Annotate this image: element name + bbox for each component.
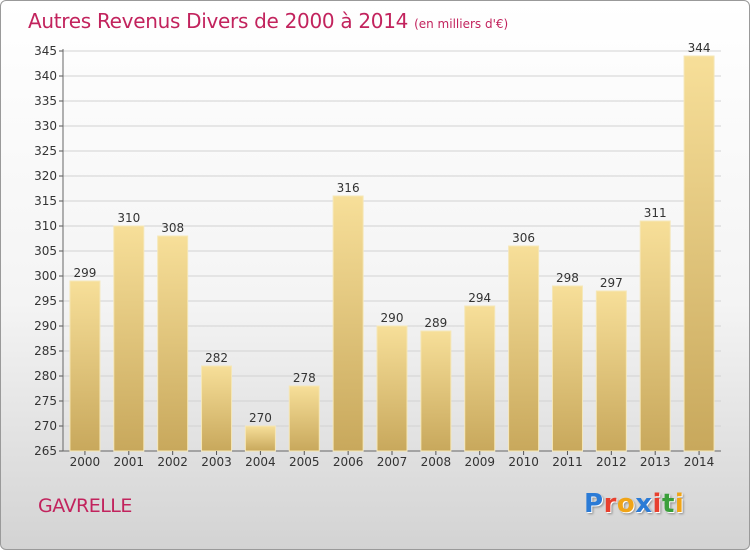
y-tick-label: 315 <box>34 194 57 208</box>
x-tick-label-2008: 2008 <box>421 455 452 469</box>
y-tick-label: 305 <box>34 244 57 258</box>
bar-2008 <box>420 330 452 452</box>
bar-2007 <box>376 325 408 452</box>
x-tick-label-2010: 2010 <box>508 455 539 469</box>
bar-2003 <box>201 365 233 452</box>
bar-2004 <box>244 425 276 452</box>
y-tick-label: 290 <box>34 319 57 333</box>
x-tick-label-2013: 2013 <box>640 455 671 469</box>
y-tick-label: 300 <box>34 269 57 283</box>
x-tick-labels: 2000 2001 2002 2003 2004 2005 2006 2007 2008 2009… <box>70 451 715 469</box>
bar-2000 <box>69 280 101 452</box>
data-labels: 299 310 308 282 270 278 316 290 289 294 306 298 297 3… <box>73 41 710 425</box>
x-tick-label-2002: 2002 <box>157 455 188 469</box>
y-tick-label: 295 <box>34 294 57 308</box>
data-label-2013: 311 <box>644 206 667 220</box>
y-tick-label: 285 <box>34 344 57 358</box>
data-label-2005: 278 <box>293 371 316 385</box>
proxiti-logo[interactable]: Proxiti <box>584 489 684 519</box>
bar-2009 <box>464 305 496 452</box>
data-label-2009: 294 <box>468 291 491 305</box>
place-name: GAVRELLE <box>38 495 132 517</box>
data-label-2006: 316 <box>337 181 360 195</box>
x-tick-label-2007: 2007 <box>377 455 408 469</box>
y-tick-labels: 265 270 275 280 285 290 295 300 305 310 315 320 325 3… <box>34 44 57 458</box>
x-tick-label-2006: 2006 <box>333 455 364 469</box>
x-tick-label-2000: 2000 <box>70 455 101 469</box>
y-tick-label: 330 <box>34 119 57 133</box>
chart-title: Autres Revenus Divers de 2000 à 2014 (en … <box>28 9 508 33</box>
y-tick-label: 340 <box>34 69 57 83</box>
x-tick-label-2004: 2004 <box>245 455 276 469</box>
bar-2010 <box>508 245 540 452</box>
y-tick-label: 275 <box>34 394 57 408</box>
y-tick-label: 335 <box>34 94 57 108</box>
bar-2006 <box>332 195 364 452</box>
x-tick-label-2009: 2009 <box>464 455 495 469</box>
bar-2005 <box>288 385 320 452</box>
y-tick-label: 320 <box>34 169 57 183</box>
chart-subtitle: (en milliers d'€) <box>414 17 509 31</box>
data-label-2000: 299 <box>73 266 96 280</box>
bars <box>69 55 715 452</box>
logo-letter: i <box>652 489 662 519</box>
y-tick-label: 265 <box>34 444 57 458</box>
data-label-2007: 290 <box>381 311 404 325</box>
bar-2013 <box>639 220 671 452</box>
data-label-2012: 297 <box>600 276 623 290</box>
chart-title-text: Autres Revenus Divers de 2000 à 2014 <box>28 9 409 33</box>
y-tick-label: 345 <box>34 44 57 58</box>
bar-2011 <box>551 285 583 452</box>
x-tick-label-2011: 2011 <box>552 455 583 469</box>
logo-letter: i <box>674 489 685 519</box>
data-label-2002: 308 <box>161 221 184 235</box>
data-label-2008: 289 <box>424 316 447 330</box>
bar-2001 <box>113 225 145 452</box>
data-label-2011: 298 <box>556 271 579 285</box>
bar-2002 <box>157 235 189 452</box>
bar-2014 <box>683 55 715 452</box>
logo-letter: r <box>603 489 617 519</box>
data-label-2001: 310 <box>117 211 140 225</box>
data-label-2004: 270 <box>249 411 272 425</box>
data-label-2003: 282 <box>205 351 228 365</box>
x-tick-label-2005: 2005 <box>289 455 320 469</box>
x-tick-label-2014: 2014 <box>684 455 715 469</box>
y-tick-label: 280 <box>34 369 57 383</box>
data-label-2014: 344 <box>688 41 711 55</box>
y-tick-label: 325 <box>34 144 57 158</box>
bar-2012 <box>595 290 627 452</box>
x-tick-label-2003: 2003 <box>201 455 232 469</box>
y-tick-label: 270 <box>34 419 57 433</box>
x-tick-label-2012: 2012 <box>596 455 627 469</box>
data-label-2010: 306 <box>512 231 535 245</box>
logo-letter: P <box>584 489 604 519</box>
logo-letter: x <box>635 489 653 519</box>
logo-letter: t <box>661 489 675 519</box>
logo-letter: o <box>616 489 636 519</box>
x-tick-label-2001: 2001 <box>114 455 145 469</box>
y-tick-label: 310 <box>34 219 57 233</box>
